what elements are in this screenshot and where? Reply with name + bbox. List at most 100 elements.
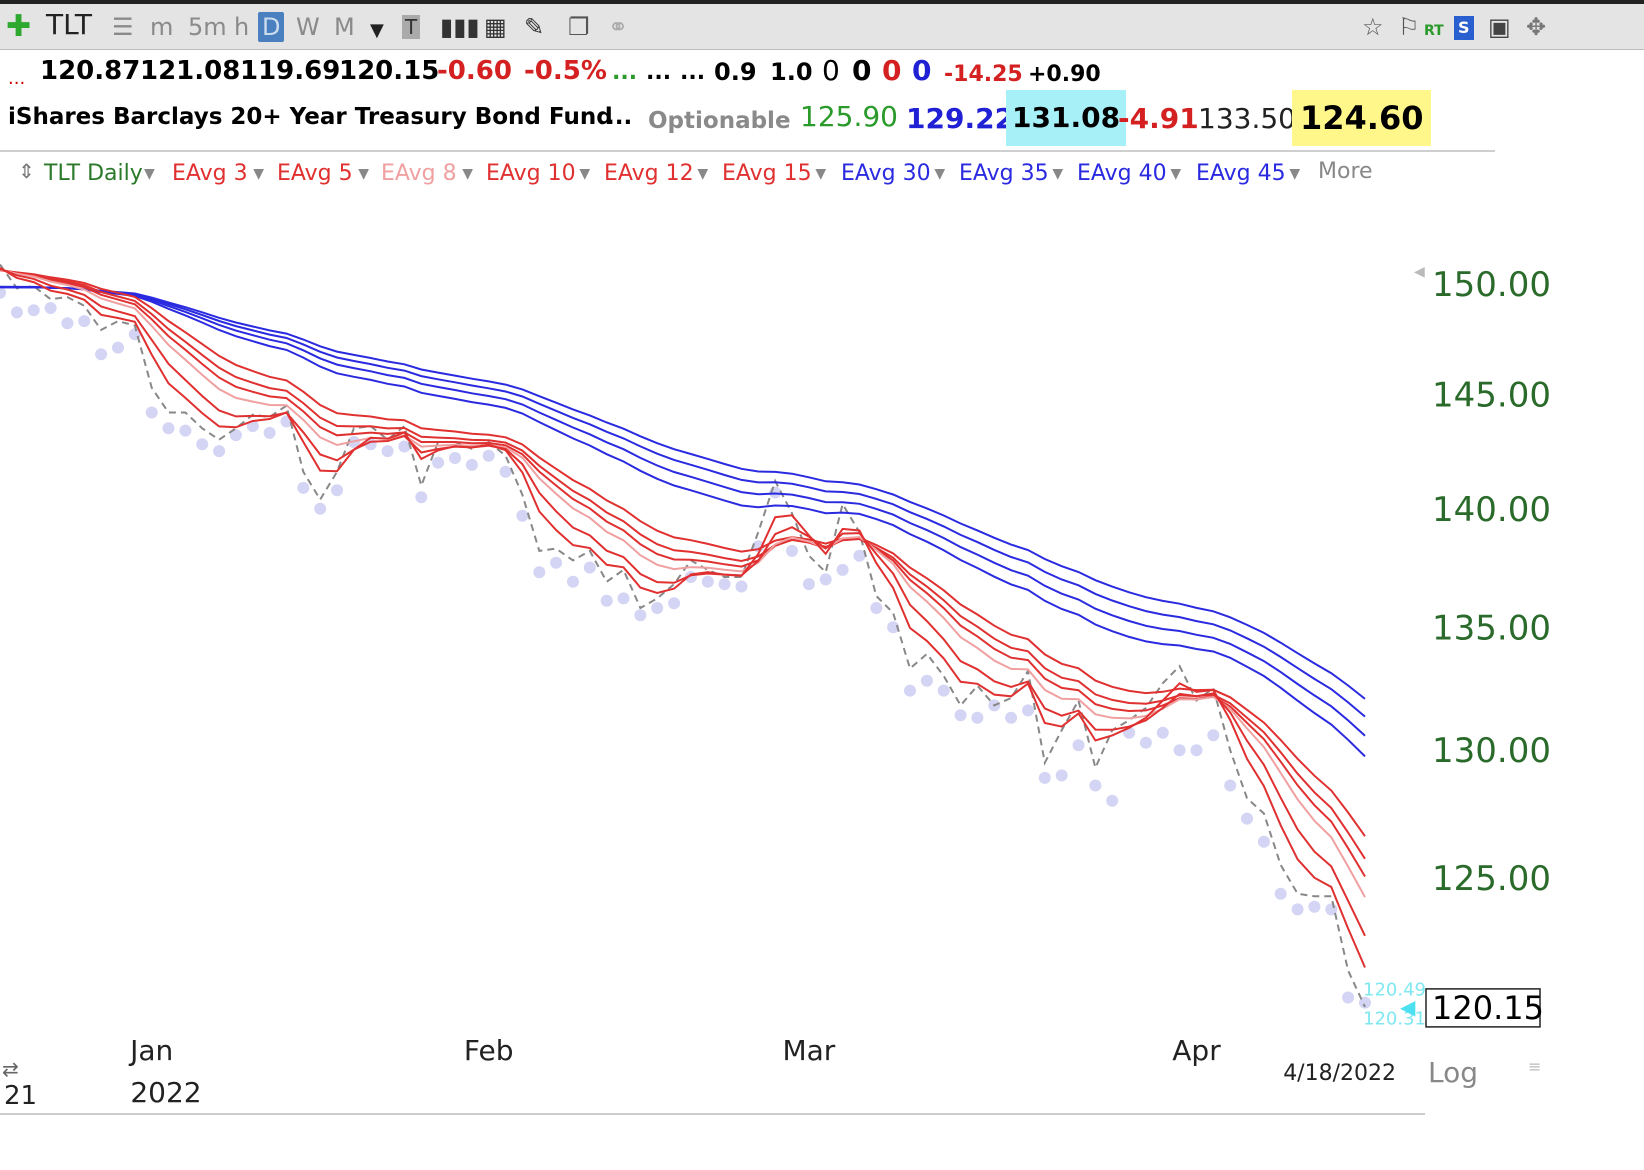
save-icon[interactable]: ▣	[1488, 13, 1511, 41]
star-icon[interactable]: ☆	[1362, 13, 1384, 41]
legend-dropdown-icon[interactable]: ▼	[358, 166, 369, 182]
low-dot	[1241, 812, 1253, 825]
low-dot	[27, 304, 40, 317]
low-dot	[1274, 887, 1287, 900]
low-dot	[465, 458, 478, 471]
legend-item[interactable]: EAvg 3	[172, 161, 248, 186]
value-a: 0.9	[714, 58, 757, 86]
symbol-field[interactable]: TLT	[46, 8, 92, 41]
scroll-arrows-icon[interactable]: ⇄	[2, 1057, 19, 1081]
legend-dropdown-icon[interactable]: ▼	[462, 166, 473, 182]
dots-1: ...	[646, 60, 672, 85]
legend-item[interactable]: EAvg 30	[841, 161, 931, 186]
low-dot	[331, 484, 343, 497]
ema-line-5	[0, 267, 1366, 937]
text-tool-icon[interactable]: T	[402, 15, 421, 39]
legend-item[interactable]: EAvg 45	[1196, 161, 1286, 186]
legend-dropdown-icon[interactable]: ▼	[697, 166, 708, 182]
y-tick-label: 145.00	[1432, 376, 1551, 416]
interval-5-minute[interactable]: 5m	[188, 13, 227, 41]
s-button[interactable]: S	[1454, 16, 1474, 40]
legend-dropdown-icon[interactable]: ▼	[1170, 166, 1181, 182]
y-tick-label: 150.00	[1432, 265, 1551, 305]
low-dot	[1106, 794, 1119, 807]
legend-main[interactable]: TLT Daily	[43, 161, 143, 186]
date-label: 4/18/2022	[1283, 1061, 1396, 1086]
y-tick-label: 135.00	[1432, 608, 1551, 648]
legend-main-dropdown-icon[interactable]: ▼	[144, 166, 155, 182]
realtime-toggle[interactable]: RT	[1424, 23, 1444, 39]
legend-item[interactable]: EAvg 8	[381, 161, 457, 186]
add-symbol-icon[interactable]: ✚	[6, 9, 32, 44]
ema-line-30	[0, 285, 1366, 758]
legend-dropdown-icon[interactable]: ▼	[579, 166, 590, 182]
legend-item[interactable]: EAvg 35	[959, 161, 1049, 186]
low-dot	[381, 445, 394, 458]
interval-daily[interactable]: D	[258, 12, 285, 42]
legend-drag-icon[interactable]: ⇕	[18, 159, 35, 183]
y-axis-arrow-icon: ◀	[1414, 264, 1425, 280]
interval-monthly[interactable]: M	[334, 13, 355, 41]
interval-dropdown-icon[interactable]: ▼	[370, 20, 384, 41]
low-dot	[1173, 744, 1186, 757]
chart-plot-area[interactable]: 120.49 120.31	[0, 263, 1426, 1030]
low-dot	[314, 502, 327, 515]
low-dot	[0, 286, 6, 299]
low-dot	[668, 597, 681, 610]
low-dot	[1308, 900, 1321, 913]
legend-dropdown-icon[interactable]: ▼	[815, 166, 826, 182]
legend-dropdown-icon[interactable]: ▼	[1289, 166, 1300, 182]
ema-line-8	[0, 268, 1366, 898]
dots-2: ...	[680, 60, 706, 85]
legend-item[interactable]: EAvg 10	[486, 161, 576, 186]
interval-minute[interactable]: m	[150, 13, 174, 41]
legend-dropdown-icon[interactable]: ▼	[1052, 166, 1063, 182]
flag-icon[interactable]: ⚐	[1398, 13, 1420, 41]
interval-weekly[interactable]: W	[296, 13, 320, 41]
low-dot	[1224, 779, 1237, 792]
legend-dropdown-icon[interactable]: ▼	[253, 166, 264, 182]
low-dot	[1257, 835, 1270, 848]
chart-toolbar: ✚ TLT ☰ m 5m h D W M ▼ T ▮▮▮ ▦ ✎ ❐ ⚭ ☆ ⚐…	[0, 0, 1644, 50]
link-icon[interactable]: ⚭	[608, 13, 629, 41]
value-c: -14.25	[944, 62, 1023, 87]
axis-menu-icon[interactable]: ≡	[1528, 1057, 1541, 1076]
year-label: 2022	[130, 1076, 201, 1109]
pct-change: -0.5%	[524, 56, 607, 86]
low-dot	[836, 563, 849, 576]
low-dot	[870, 602, 883, 614]
legend-item[interactable]: EAvg 12	[604, 161, 694, 186]
low-dot	[1089, 779, 1102, 792]
low-marker-label: 120.31	[1363, 1009, 1426, 1030]
x-tick-label: Feb	[464, 1034, 514, 1067]
list-icon[interactable]: ☰	[112, 13, 134, 41]
bar-chart-icon[interactable]: ▮▮▮	[440, 13, 480, 41]
low-dot	[634, 609, 647, 622]
zero-4: 0	[912, 54, 932, 87]
copy-icon[interactable]: ❐	[568, 13, 590, 41]
log-scale-label[interactable]: Log	[1428, 1056, 1478, 1089]
ema-line-15	[0, 269, 1366, 837]
x-axis: Jan Feb Mar Apr 2022 21⇄ 4/18/2022	[0, 1034, 1425, 1115]
legend-item[interactable]: EAvg 40	[1077, 161, 1167, 186]
low-dot	[432, 456, 445, 469]
low-dot	[398, 440, 411, 453]
fund-name: iShares Barclays 20+ Year Treasury Bond …	[8, 104, 613, 130]
draw-pencil-icon[interactable]: ✎	[524, 13, 545, 41]
low-dot	[1055, 769, 1068, 782]
ema-line-3	[0, 266, 1366, 968]
legend-more[interactable]: More	[1318, 159, 1373, 184]
move-icon[interactable]: ✥	[1526, 13, 1547, 41]
legend-dropdown-icon[interactable]: ▼	[934, 166, 945, 182]
fund-dots: ...	[606, 104, 633, 130]
low-dot	[213, 445, 226, 458]
net-change: -0.60	[437, 56, 512, 86]
legend-item[interactable]: EAvg 5	[277, 161, 353, 186]
low-dot	[229, 429, 242, 442]
low-dot	[145, 406, 158, 419]
grid-icon[interactable]: ▦	[484, 13, 507, 41]
interval-hour[interactable]: h	[234, 13, 250, 41]
low-dot	[971, 711, 984, 724]
legend-item[interactable]: EAvg 15	[722, 161, 812, 186]
